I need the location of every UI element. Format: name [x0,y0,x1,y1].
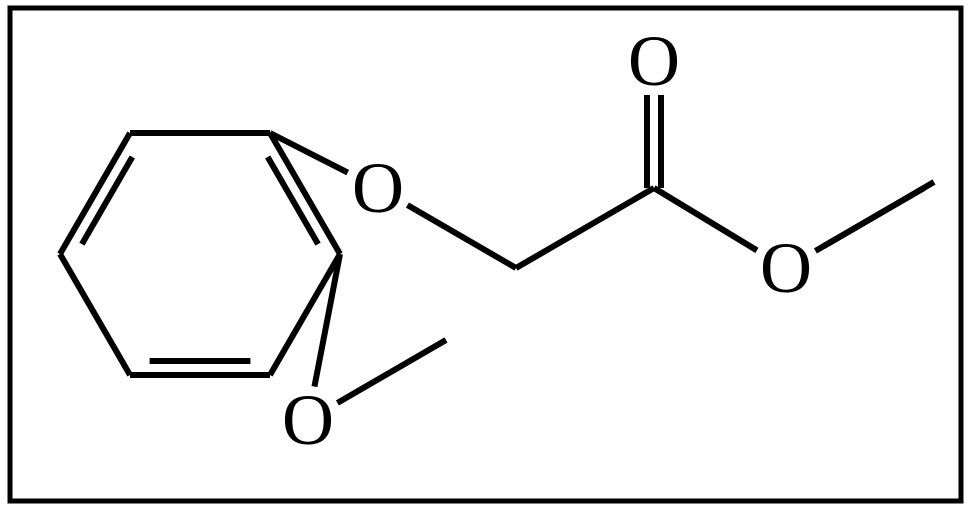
bond [516,188,654,268]
molecule-diagram: O O O O [0,0,971,509]
atom-labels-group: O O O O [282,21,812,460]
diagram-frame [10,8,961,501]
atom-label-o: O [760,228,812,308]
bond [60,133,130,254]
bond [824,182,934,246]
bond [407,205,516,268]
bond [337,340,446,403]
bond [654,188,757,250]
atom-label-o: O [628,21,680,101]
atom-label-o: O [352,148,404,228]
atom-label-o: O [282,380,334,460]
bond [60,254,130,375]
